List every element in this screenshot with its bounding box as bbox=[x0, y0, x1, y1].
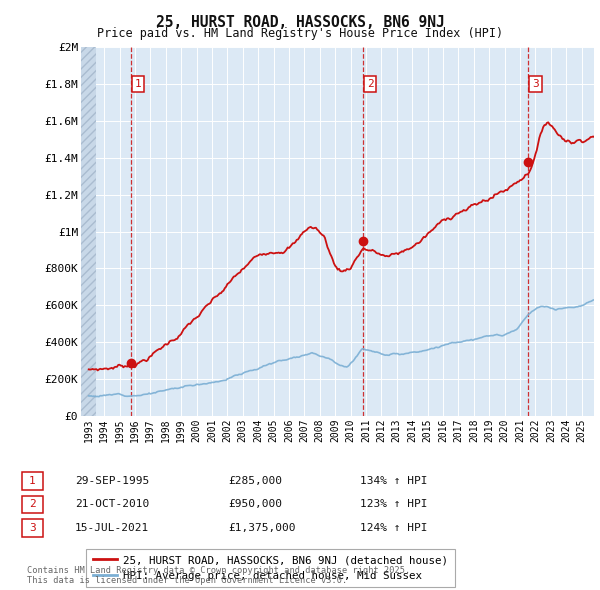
Text: 25, HURST ROAD, HASSOCKS, BN6 9NJ: 25, HURST ROAD, HASSOCKS, BN6 9NJ bbox=[155, 15, 445, 30]
Text: 123% ↑ HPI: 123% ↑ HPI bbox=[360, 500, 427, 509]
Text: £285,000: £285,000 bbox=[228, 476, 282, 486]
Text: 2: 2 bbox=[367, 79, 374, 89]
Text: 29-SEP-1995: 29-SEP-1995 bbox=[75, 476, 149, 486]
Legend: 25, HURST ROAD, HASSOCKS, BN6 9NJ (detached house), HPI: Average price, detached: 25, HURST ROAD, HASSOCKS, BN6 9NJ (detac… bbox=[86, 549, 455, 587]
Text: 3: 3 bbox=[532, 79, 539, 89]
Text: £1,375,000: £1,375,000 bbox=[228, 523, 296, 533]
Text: 124% ↑ HPI: 124% ↑ HPI bbox=[360, 523, 427, 533]
Text: 3: 3 bbox=[29, 523, 36, 533]
Text: 21-OCT-2010: 21-OCT-2010 bbox=[75, 500, 149, 509]
Text: £950,000: £950,000 bbox=[228, 500, 282, 509]
Text: 15-JUL-2021: 15-JUL-2021 bbox=[75, 523, 149, 533]
Text: 2: 2 bbox=[29, 500, 36, 509]
Text: 1: 1 bbox=[29, 476, 36, 486]
Bar bbox=[81, 47, 97, 416]
Text: Contains HM Land Registry data © Crown copyright and database right 2025.
This d: Contains HM Land Registry data © Crown c… bbox=[27, 566, 410, 585]
Text: 134% ↑ HPI: 134% ↑ HPI bbox=[360, 476, 427, 486]
Text: 1: 1 bbox=[135, 79, 142, 89]
Text: Price paid vs. HM Land Registry's House Price Index (HPI): Price paid vs. HM Land Registry's House … bbox=[97, 27, 503, 40]
